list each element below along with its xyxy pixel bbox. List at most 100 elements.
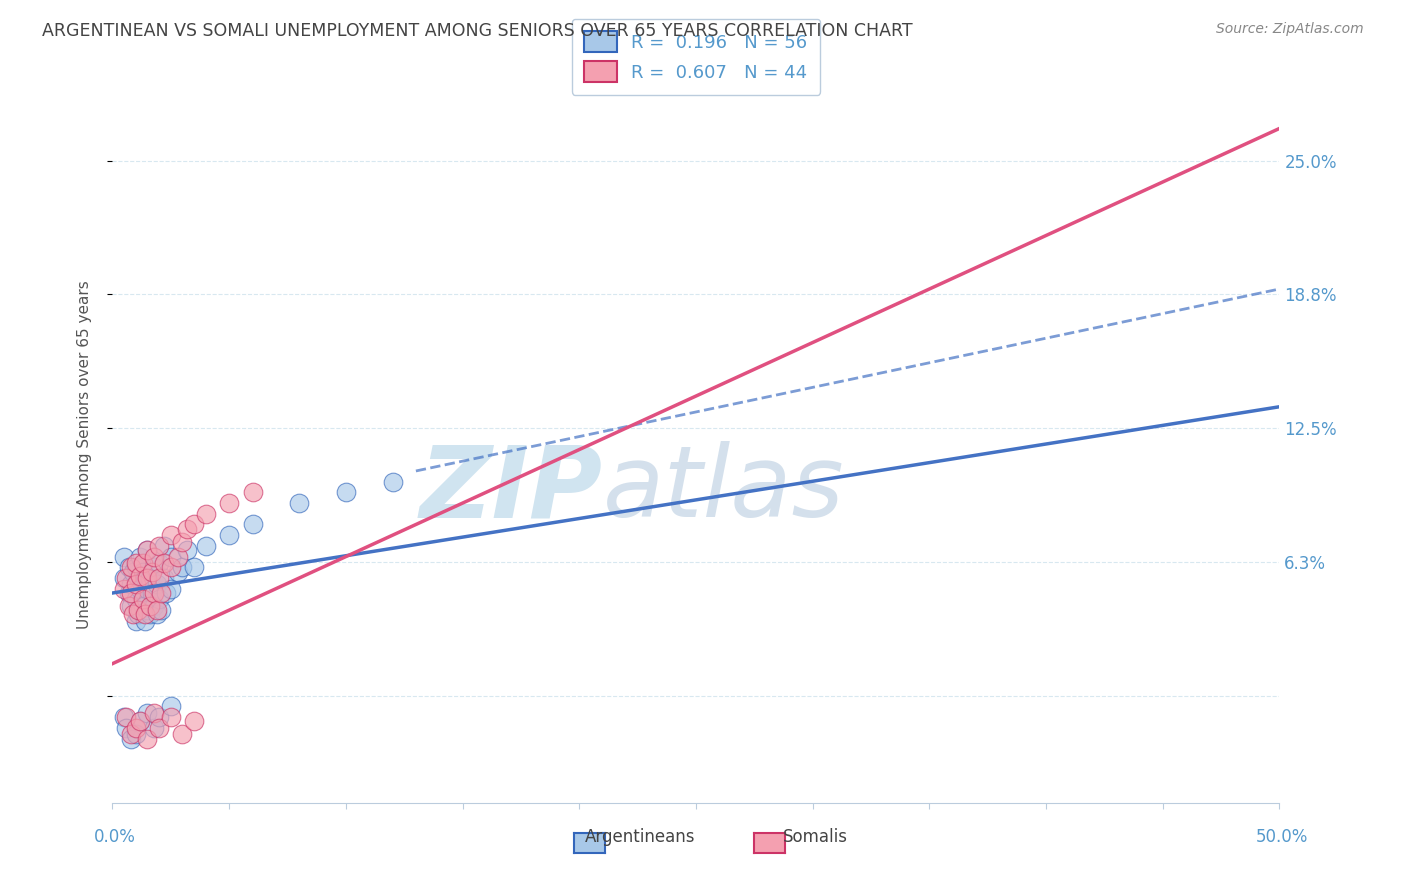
Point: [136, 731, 159, 746]
Point: [134, 607, 156, 622]
Point: [112, 710, 135, 724]
Point: [183, 560, 205, 574]
Point: [139, 607, 162, 622]
Point: [176, 543, 198, 558]
Point: [129, 603, 152, 617]
Text: 50.0%: 50.0%: [1256, 828, 1309, 846]
Text: atlas: atlas: [603, 442, 844, 538]
Point: [218, 528, 240, 542]
Point: [134, 571, 156, 585]
Point: [160, 549, 183, 564]
Point: [132, 592, 155, 607]
Point: [127, 607, 149, 622]
Y-axis label: Unemployment Among Seniors over 65 years: Unemployment Among Seniors over 65 years: [77, 281, 91, 629]
Point: [129, 582, 152, 596]
Point: [129, 569, 152, 583]
Text: ZIP: ZIP: [419, 442, 603, 538]
Point: [160, 699, 183, 714]
Point: [148, 571, 170, 585]
Point: [150, 586, 173, 600]
Point: [125, 556, 148, 570]
Point: [160, 528, 183, 542]
Point: [242, 517, 264, 532]
Point: [125, 560, 148, 574]
Point: [129, 714, 152, 729]
Point: [143, 721, 166, 735]
Point: [136, 571, 159, 585]
Point: [166, 565, 188, 579]
Text: Source: ZipAtlas.com: Source: ZipAtlas.com: [1216, 22, 1364, 37]
Point: [143, 549, 166, 564]
Point: [381, 475, 404, 489]
Point: [125, 727, 148, 741]
Point: [146, 607, 169, 622]
Point: [160, 582, 183, 596]
Point: [125, 592, 148, 607]
Point: [136, 603, 159, 617]
Point: [153, 539, 176, 553]
Point: [136, 706, 159, 720]
Point: [115, 721, 138, 735]
Point: [143, 586, 166, 600]
Point: [160, 710, 183, 724]
Point: [143, 599, 166, 613]
Point: [172, 560, 194, 574]
Point: [127, 571, 149, 585]
Point: [129, 714, 152, 729]
Point: [122, 607, 145, 622]
Point: [132, 556, 155, 570]
Point: [150, 603, 173, 617]
Point: [148, 556, 170, 570]
Point: [120, 586, 142, 600]
Point: [148, 710, 170, 724]
Point: [112, 549, 135, 564]
Point: [153, 571, 176, 585]
Point: [153, 556, 176, 570]
Point: [172, 534, 194, 549]
Point: [148, 592, 170, 607]
Point: [134, 614, 156, 628]
Point: [288, 496, 311, 510]
Point: [136, 543, 159, 558]
Text: 0.0%: 0.0%: [94, 828, 136, 846]
Point: [155, 586, 177, 600]
Point: [118, 560, 141, 574]
Point: [118, 586, 141, 600]
Point: [194, 539, 217, 553]
Point: [125, 577, 148, 591]
Point: [115, 571, 138, 585]
Text: ARGENTINEAN VS SOMALI UNEMPLOYMENT AMONG SENIORS OVER 65 YEARS CORRELATION CHART: ARGENTINEAN VS SOMALI UNEMPLOYMENT AMONG…: [42, 22, 912, 40]
Point: [141, 565, 163, 579]
Point: [120, 560, 142, 574]
Point: [146, 603, 169, 617]
Point: [194, 507, 217, 521]
Point: [141, 586, 163, 600]
Point: [146, 577, 169, 591]
Point: [143, 706, 166, 720]
Point: [132, 599, 155, 613]
Point: [176, 522, 198, 536]
Point: [120, 731, 142, 746]
Point: [112, 582, 135, 596]
Point: [122, 565, 145, 579]
Point: [136, 582, 159, 596]
Point: [148, 539, 170, 553]
Point: [120, 599, 142, 613]
Point: [136, 543, 159, 558]
Point: [183, 517, 205, 532]
Point: [132, 565, 155, 579]
Point: [125, 614, 148, 628]
Point: [160, 560, 183, 574]
Point: [139, 599, 162, 613]
Point: [120, 727, 142, 741]
Text: Somalis: Somalis: [783, 828, 848, 846]
Point: [242, 485, 264, 500]
Point: [112, 571, 135, 585]
Point: [148, 721, 170, 735]
Point: [127, 603, 149, 617]
Legend: R =  0.196   N = 56, R =  0.607   N = 44: R = 0.196 N = 56, R = 0.607 N = 44: [572, 19, 820, 95]
Point: [118, 599, 141, 613]
Point: [172, 727, 194, 741]
Point: [335, 485, 357, 500]
Text: Argentineans: Argentineans: [585, 828, 695, 846]
